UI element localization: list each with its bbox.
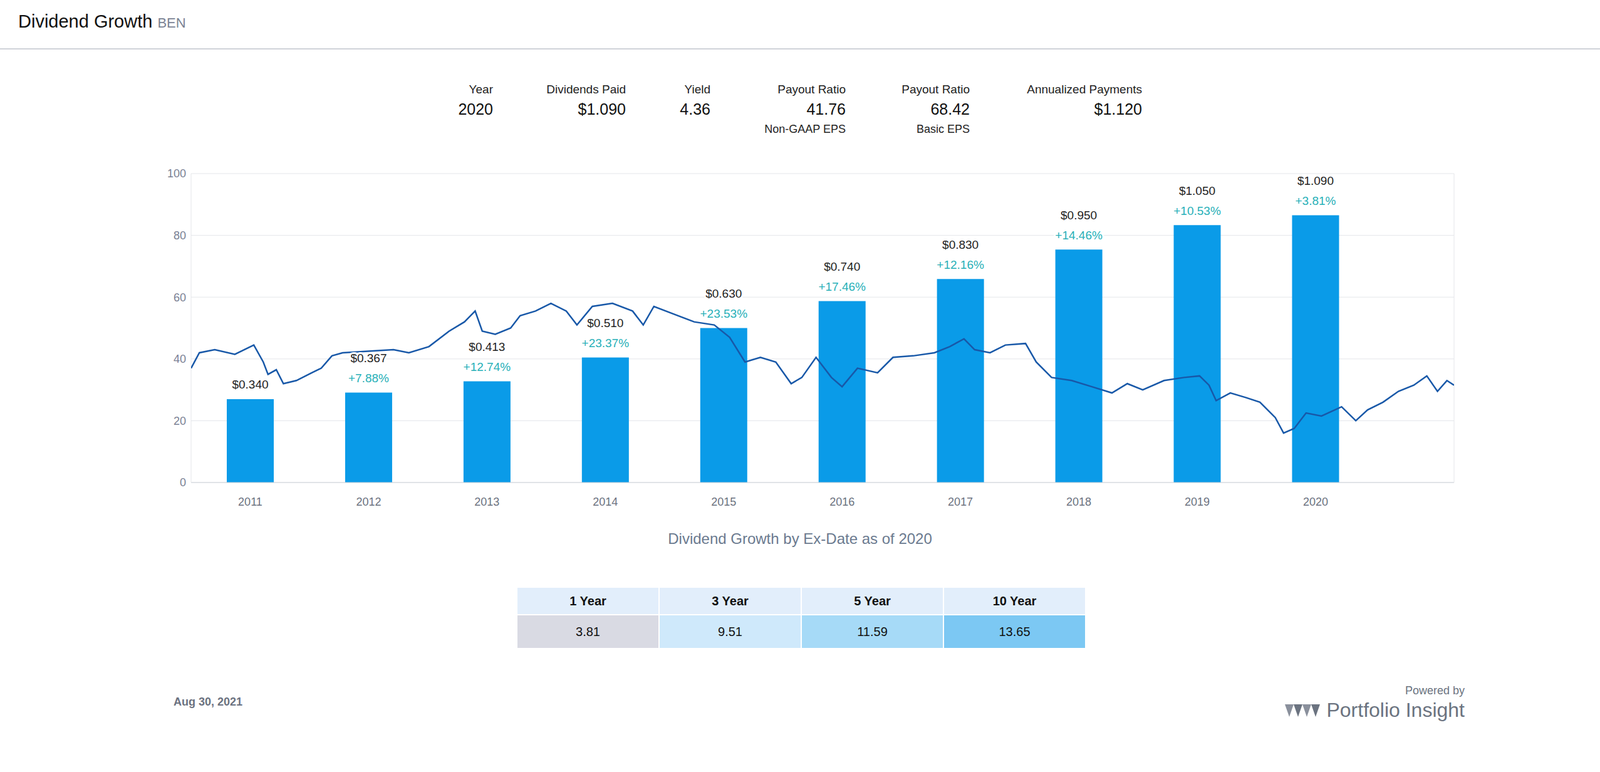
svg-text:+23.37%: +23.37% [581, 336, 630, 350]
svg-text:20: 20 [173, 414, 187, 428]
html-text:4.36: 4.36 [679, 100, 711, 118]
svg-text:$1.090: $1.090 [1297, 174, 1334, 188]
html-text:Dividend Growth BEN: Dividend Growth BEN [18, 11, 186, 32]
svg-text:2014: 2014 [592, 495, 618, 509]
html-text:Non-GAAP EPS: Non-GAAP EPS [764, 122, 846, 136]
html-text:Year: Year [468, 82, 494, 96]
svg-text:$0.630: $0.630 [705, 286, 742, 301]
svg-text:2019: 2019 [1184, 495, 1210, 509]
html-text:Powered by: Powered by [1405, 684, 1465, 697]
svg-text:60: 60 [173, 291, 187, 304]
html-text:Portfolio Insight: Portfolio Insight [1326, 698, 1465, 722]
svg-text:$0.510: $0.510 [587, 316, 624, 330]
svg-text:2016: 2016 [829, 495, 855, 509]
svg-text:$0.367: $0.367 [350, 351, 387, 365]
svg-text:+12.16%: +12.16% [936, 258, 985, 272]
html-text:9.51: 9.51 [717, 624, 743, 639]
svg-text:+17.46%: +17.46% [818, 280, 866, 294]
html-text:11.59: 11.59 [857, 624, 888, 639]
svg-text:+12.74%: +12.74% [463, 360, 512, 374]
svg-text:+14.46%: +14.46% [1054, 228, 1103, 242]
svg-text:2015: 2015 [711, 495, 737, 509]
html-text:10 Year: 10 Year [992, 593, 1037, 608]
html-text:Basic EPS: Basic EPS [916, 122, 970, 136]
html-text:Dividends Paid: Dividends Paid [546, 82, 626, 96]
svg-text:40: 40 [173, 352, 187, 366]
html-text:Annualized Payments: Annualized Payments [1026, 82, 1143, 96]
html-text:Payout Ratio: Payout Ratio [901, 82, 970, 96]
svg-text:2020: 2020 [1303, 495, 1329, 509]
html-text:5 Year: 5 Year [854, 593, 891, 608]
html-text:41.76: 41.76 [806, 100, 846, 118]
svg-text:$1.050: $1.050 [1179, 184, 1216, 198]
html-text:Payout Ratio: Payout Ratio [777, 82, 846, 96]
html-text:Aug 30, 2021: Aug 30, 2021 [173, 695, 243, 708]
html-text:3.81: 3.81 [575, 624, 601, 639]
svg-text:80: 80 [173, 229, 187, 242]
html-text:2020: 2020 [458, 100, 494, 118]
html-text:13.65: 13.65 [998, 624, 1031, 639]
svg-text:$0.830: $0.830 [942, 238, 979, 252]
html-text:$1.090: $1.090 [577, 100, 626, 118]
svg-text:2017: 2017 [947, 495, 973, 509]
svg-text:$0.340: $0.340 [231, 377, 269, 391]
svg-text:0: 0 [179, 476, 187, 489]
html-text:$1.120: $1.120 [1094, 100, 1143, 118]
svg-text:2012: 2012 [355, 495, 381, 509]
svg-text:+3.81%: +3.81% [1294, 194, 1336, 208]
html-text:Yield: Yield [684, 82, 711, 96]
svg-text:2013: 2013 [474, 495, 500, 509]
svg-text:100: 100 [167, 167, 187, 180]
html-text:3 Year: 3 Year [711, 593, 749, 608]
html-text:1 Year: 1 Year [569, 593, 607, 608]
svg-text:+10.53%: +10.53% [1173, 204, 1221, 218]
svg-text:2018: 2018 [1066, 495, 1092, 509]
svg-text:$0.740: $0.740 [823, 259, 861, 274]
svg-text:$0.950: $0.950 [1060, 208, 1097, 222]
svg-text:+23.53%: +23.53% [699, 306, 748, 321]
html-text:68.42: 68.42 [930, 100, 970, 118]
svg-text:+7.88%: +7.88% [348, 371, 390, 385]
svg-text:$0.413: $0.413 [468, 340, 505, 354]
svg-text:2011: 2011 [238, 495, 263, 509]
html-text:Dividend Growth by Ex-Date as: Dividend Growth by Ex-Date as of 2020 [667, 529, 933, 547]
